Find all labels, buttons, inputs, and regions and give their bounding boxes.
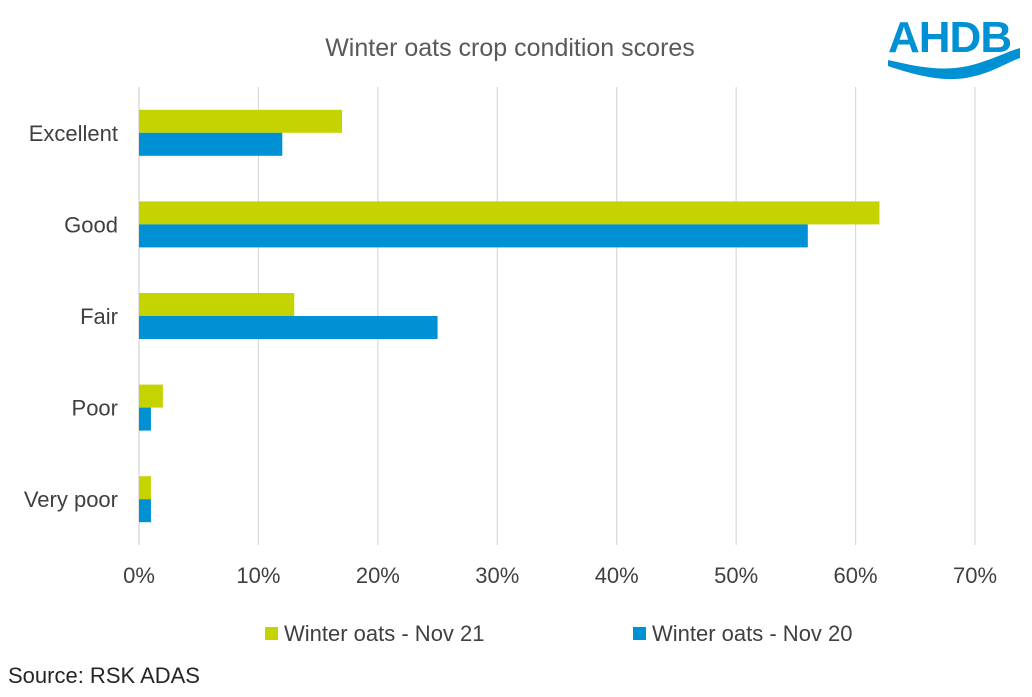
chart-title: Winter oats crop condition scores bbox=[325, 34, 695, 62]
bar-fair-series-1 bbox=[139, 293, 295, 316]
legend-label-2: Winter oats - Nov 20 bbox=[652, 621, 853, 646]
bar-good-series-2 bbox=[139, 224, 808, 248]
bar-good-series-1 bbox=[139, 201, 880, 225]
category-label-excellent: Excellent bbox=[29, 121, 118, 146]
legend-swatch-2 bbox=[633, 627, 646, 640]
x-tick-labels: 0% 10% 20% 30% 40% 50% 60% 70% bbox=[123, 563, 997, 588]
x-tick-label-10: 10% bbox=[236, 563, 280, 588]
bar-excellent-series-1 bbox=[139, 109, 343, 133]
category-labels: Excellent Good Fair Poor Very poor bbox=[24, 121, 118, 512]
bar-poor-series-1 bbox=[139, 384, 163, 408]
category-label-poor: Poor bbox=[72, 396, 118, 421]
bar-very-poor-series-2 bbox=[139, 499, 151, 523]
bars bbox=[139, 109, 880, 523]
x-tick-label-0: 0% bbox=[123, 563, 155, 588]
ahdb-logo: AHDB bbox=[888, 13, 1020, 80]
x-tick-label-40: 40% bbox=[595, 563, 639, 588]
category-label-good: Good bbox=[64, 212, 118, 237]
x-tick-label-70: 70% bbox=[953, 563, 997, 588]
source-note: Source: RSK ADAS bbox=[8, 663, 200, 688]
legend: Winter oats - Nov 21 Winter oats - Nov 20 bbox=[265, 621, 853, 646]
x-tick-label-50: 50% bbox=[714, 563, 758, 588]
x-tick-label-60: 60% bbox=[834, 563, 878, 588]
bar-excellent-series-2 bbox=[139, 132, 283, 156]
bar-very-poor-series-1 bbox=[139, 476, 151, 500]
bar-poor-series-2 bbox=[139, 407, 151, 431]
legend-swatch-1 bbox=[265, 627, 278, 640]
legend-item-2: Winter oats - Nov 20 bbox=[633, 621, 853, 646]
x-tick-label-30: 30% bbox=[475, 563, 519, 588]
category-label-fair: Fair bbox=[80, 304, 118, 329]
bar-fair-series-2 bbox=[139, 316, 438, 339]
category-label-very-poor: Very poor bbox=[24, 487, 118, 512]
ahdb-logo-text: AHDB bbox=[888, 13, 1011, 62]
x-tick-label-20: 20% bbox=[356, 563, 400, 588]
logo-wave bbox=[888, 48, 1020, 80]
legend-item-1: Winter oats - Nov 21 bbox=[265, 621, 485, 646]
legend-label-1: Winter oats - Nov 21 bbox=[284, 621, 485, 646]
